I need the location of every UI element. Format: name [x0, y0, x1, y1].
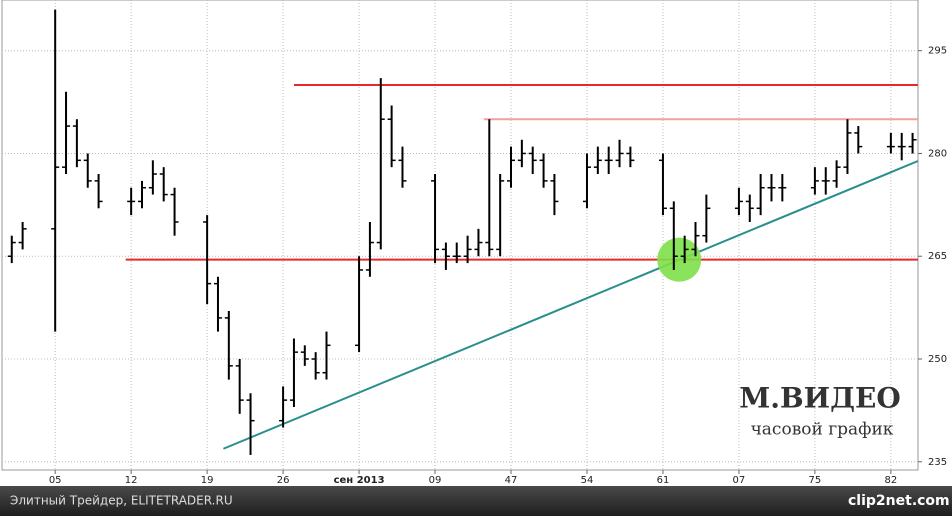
x-tick-label: 82 — [885, 475, 898, 486]
highlight-circle — [657, 237, 702, 282]
x-tick-label: 19 — [201, 475, 214, 486]
trend-line — [223, 160, 919, 450]
x-tick-label: 75 — [809, 475, 822, 486]
y-tick-label: 250 — [928, 354, 947, 365]
background — [0, 0, 952, 486]
y-tick-label: 265 — [928, 251, 947, 262]
x-tick-label: 26 — [277, 475, 290, 486]
x-tick-label: 07 — [733, 475, 746, 486]
plot-frame — [1, 0, 919, 471]
x-tick-label: сен 2013 — [334, 475, 385, 486]
chart-title: М.ВИДЕО — [739, 382, 901, 415]
y-tick-label: 280 — [928, 148, 947, 159]
x-tick-label: 05 — [49, 475, 62, 486]
footer-text: Элитный Трейдер, ELITETRADER.RU — [10, 494, 233, 508]
y-tick-label: 235 — [928, 457, 947, 468]
footer-bar — [0, 486, 952, 516]
x-tick-label: 09 — [429, 475, 442, 486]
x-tick-label: 54 — [581, 475, 594, 486]
y-tick-label: 295 — [928, 46, 947, 57]
chart-subtitle: часовой график — [751, 420, 894, 440]
x-tick-label: 61 — [657, 475, 670, 486]
watermark[interactable]: clip2net.com — [848, 493, 950, 509]
x-tick-label: 12 — [125, 475, 138, 486]
x-tick-label: 47 — [505, 475, 518, 486]
